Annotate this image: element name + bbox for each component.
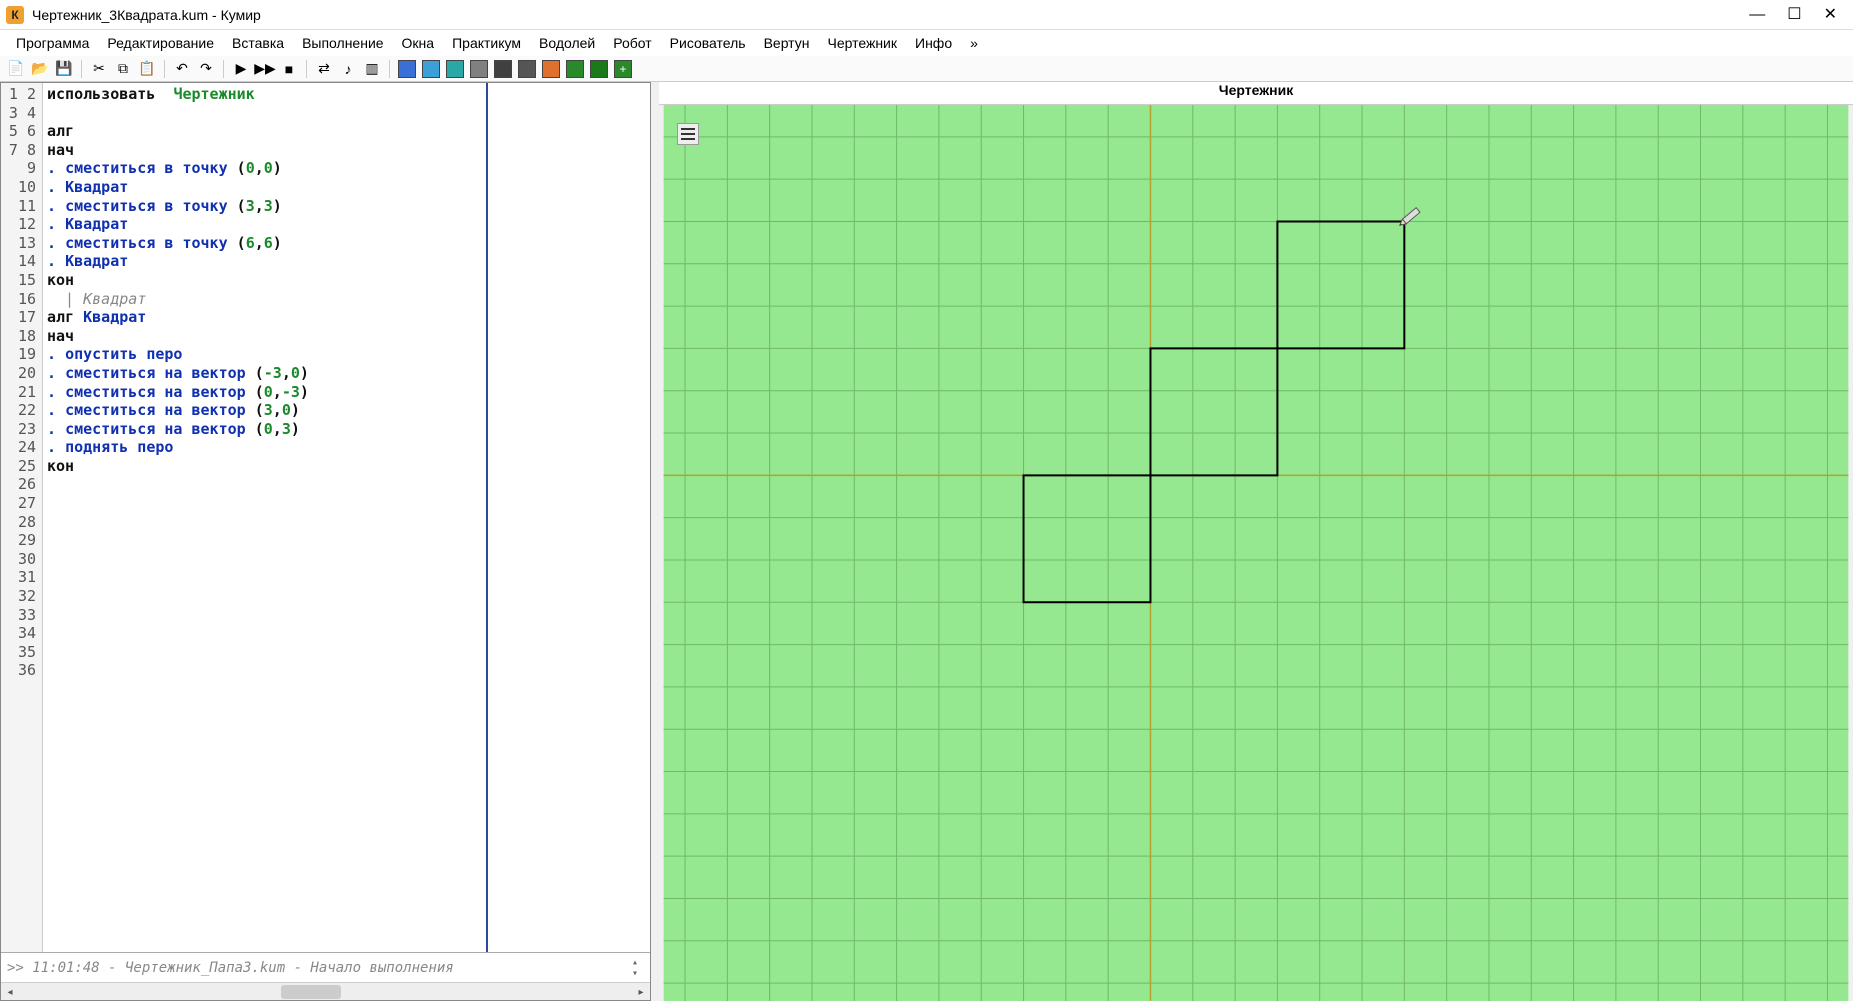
redo-button[interactable]: ↷ bbox=[196, 59, 216, 79]
code-editor[interactable]: использовать Чертежник алг нач . сместит… bbox=[43, 83, 488, 952]
menu-6[interactable]: Водолей bbox=[531, 33, 603, 53]
stop-button[interactable]: ■ bbox=[279, 59, 299, 79]
menu-4[interactable]: Окна bbox=[394, 33, 443, 53]
maximize-button[interactable]: ☐ bbox=[1787, 7, 1801, 23]
orange-sq-button[interactable] bbox=[541, 59, 561, 79]
drawing-canvas[interactable] bbox=[659, 104, 1853, 1001]
menu-7[interactable]: Робот bbox=[605, 33, 659, 53]
new-file-button[interactable]: 📄 bbox=[6, 59, 26, 79]
console-text: >> 11:01:48 - Чертежник_Папа3.kum - Нача… bbox=[7, 960, 454, 976]
green1-button[interactable] bbox=[565, 59, 585, 79]
open-file-button[interactable]: 📂 bbox=[30, 59, 50, 79]
menubar: ПрограммаРедактированиеВставкаВыполнение… bbox=[0, 30, 1853, 56]
close-button[interactable]: ✕ bbox=[1824, 7, 1837, 23]
menu-11[interactable]: Инфо bbox=[907, 33, 960, 53]
paste-button[interactable]: 📋 bbox=[137, 59, 157, 79]
drawing-panel: Чертежник bbox=[659, 82, 1853, 1001]
menu-10[interactable]: Чертежник bbox=[819, 33, 905, 53]
app-icon: К bbox=[6, 6, 24, 24]
dark-sq-button[interactable] bbox=[493, 59, 513, 79]
menu-2[interactable]: Вставка bbox=[224, 33, 292, 53]
menu-12[interactable]: » bbox=[962, 33, 986, 53]
toolbar: 📄📂💾✂⧉📋↶↷▶▶▶■⇄♪▥+ bbox=[0, 56, 1853, 82]
console-scroll[interactable]: ▴▾ bbox=[626, 957, 644, 979]
layout-button[interactable]: ▥ bbox=[362, 59, 382, 79]
cut-button[interactable]: ✂ bbox=[89, 59, 109, 79]
save-file-button[interactable]: 💾 bbox=[54, 59, 74, 79]
console: >> 11:01:48 - Чертежник_Папа3.kum - Нача… bbox=[1, 952, 650, 982]
copy-button[interactable]: ⧉ bbox=[113, 59, 133, 79]
menu-5[interactable]: Практикум bbox=[444, 33, 529, 53]
panel-title: Чертежник bbox=[659, 82, 1853, 104]
run-button[interactable]: ▶ bbox=[231, 59, 251, 79]
undo-button[interactable]: ↶ bbox=[172, 59, 192, 79]
canvas-menu-button[interactable] bbox=[677, 123, 699, 145]
grid-sq-button[interactable] bbox=[469, 59, 489, 79]
tree-button[interactable]: ♪ bbox=[338, 59, 358, 79]
editor-margin bbox=[488, 83, 650, 952]
menu-1[interactable]: Редактирование bbox=[99, 33, 222, 53]
horizontal-scrollbar[interactable]: ◂▸ bbox=[1, 982, 650, 1000]
menu-0[interactable]: Программа bbox=[8, 33, 97, 53]
green2-button[interactable] bbox=[589, 59, 609, 79]
minimize-button[interactable]: — bbox=[1749, 7, 1765, 23]
blue-sq-button[interactable] bbox=[397, 59, 417, 79]
eval-button[interactable]: ⇄ bbox=[314, 59, 334, 79]
step-button[interactable]: ▶▶ bbox=[255, 59, 275, 79]
wave-sq-button[interactable] bbox=[421, 59, 441, 79]
menu-3[interactable]: Выполнение bbox=[294, 33, 391, 53]
plus-sq-button[interactable]: + bbox=[613, 59, 633, 79]
camera-sq-button[interactable] bbox=[517, 59, 537, 79]
teal-sq-button[interactable] bbox=[445, 59, 465, 79]
window-title: Чертежник_3Квадрата.kum - Кумир bbox=[32, 7, 1749, 23]
menu-9[interactable]: Вертун bbox=[756, 33, 818, 53]
editor-panel: 1 2 3 4 5 6 7 8 9 10 11 12 13 14 15 16 1… bbox=[0, 82, 651, 1001]
line-gutter: 1 2 3 4 5 6 7 8 9 10 11 12 13 14 15 16 1… bbox=[1, 83, 43, 952]
titlebar: К Чертежник_3Квадрата.kum - Кумир — ☐ ✕ bbox=[0, 0, 1853, 30]
menu-8[interactable]: Рисователь bbox=[662, 33, 754, 53]
